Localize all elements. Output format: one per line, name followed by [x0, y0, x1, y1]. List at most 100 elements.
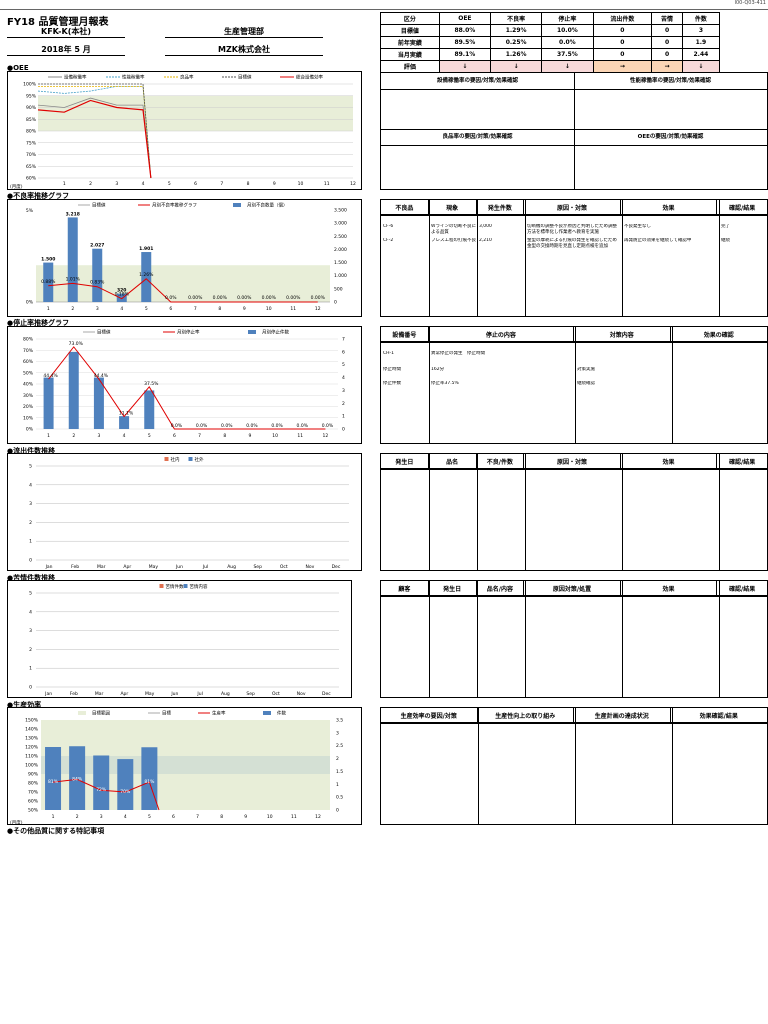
bar: [45, 747, 62, 810]
defect-table: 不良品 現象 発生件数 原因・対策 効果 確認/結果 CF-6 Wラインの切断不…: [380, 199, 768, 317]
kpi-cell: 0.0%: [541, 36, 594, 49]
x-tick-label: Jul: [196, 691, 202, 697]
x-tick-label: 11: [324, 181, 330, 187]
x-tick-label: 2: [72, 433, 75, 439]
y-left-tick: 0%: [26, 300, 34, 306]
x-tick-label: Aug: [227, 564, 236, 570]
y-left-tick: 80%: [23, 337, 34, 343]
x-tick-label: 1: [47, 306, 50, 312]
legend-swatch: [248, 330, 256, 334]
legend-swatch: [78, 711, 86, 715]
kpi-cell: 0: [592, 36, 653, 49]
y-left-tick: 0%: [26, 427, 34, 433]
x-tick-label: 4: [142, 181, 145, 187]
kpi-col: 苦情: [651, 12, 683, 25]
kpi-cell: 0.25%: [489, 36, 543, 49]
target-band: [36, 265, 330, 302]
productivity-table: 生産効率の要因/対策 生産性向上の取り組み 生産計画の達成状況 効果確認/結果: [380, 707, 768, 825]
bar: [69, 746, 86, 810]
x-tick-label: Dec: [332, 564, 341, 570]
line-label: 0.0%: [271, 423, 283, 429]
prod-col: 生産性向上の取り組み: [478, 708, 574, 722]
trend-arrow: ↓: [681, 60, 721, 73]
kpi-row-label: 当月実績: [380, 48, 440, 61]
x-tick-label: 4: [120, 306, 123, 312]
complaint-chart: 5 4 3 2 1 0 Jan Feb Mar Apr May Jun Jul Aug Sep Oct Nov D…: [7, 580, 352, 698]
kpi-cell: 0: [651, 36, 683, 49]
x-tick-label: Aug: [221, 691, 230, 697]
x-tick-label: 5: [145, 306, 148, 312]
stop-row-action: 対策実施: [577, 367, 595, 372]
legend-swatch: [233, 203, 241, 207]
stop-rate-line: [48, 346, 326, 430]
legend-label: 社内: [171, 456, 180, 463]
kpi-col: 区分: [380, 12, 440, 25]
stop-row-equipment: 停止時間: [383, 367, 401, 372]
section-title-productivity: ●生産効率: [7, 701, 42, 709]
stop-row-content: 162分: [431, 367, 445, 372]
bar: [117, 759, 134, 810]
kpi-cell: 1.9: [681, 36, 721, 49]
complaint-col: 確認/結果: [729, 585, 756, 593]
kpi-row-label: 目標値: [380, 24, 440, 37]
bar: [92, 248, 103, 302]
performance-box-label: 性能稼働率の要因/対策/効果確認: [629, 78, 712, 84]
y-tick-label: 0: [29, 558, 32, 564]
productivity-line: [52, 778, 160, 811]
x-tick-label: Apr: [120, 691, 128, 697]
bar-label: 1.500: [41, 257, 55, 263]
legend-label: 性能稼働率: [122, 74, 145, 81]
complaint-col: 品名/内容: [477, 581, 525, 595]
stop-row-content: 異常停止の発生 停止時間: [431, 351, 485, 356]
y-left-tick: 70%: [28, 790, 39, 796]
line-label: 0.0%: [196, 423, 208, 429]
x-tick-label: 10: [272, 433, 278, 439]
oee-box-label: OEEの要因/対策/効果確認: [637, 134, 704, 140]
kpi-row: 前年実績 89.5% 0.25% 0.0% 0 0 1.9: [380, 36, 721, 49]
x-tick-label: Sep: [246, 691, 255, 697]
y-tick-label: 85%: [26, 117, 37, 123]
line-label: 0.0%: [322, 423, 334, 429]
outflow-col: 原因・対策: [524, 454, 621, 468]
legend-label: 目標値: [97, 329, 111, 336]
x-tick-label: 12: [315, 814, 321, 820]
line-label: 0.0%: [221, 423, 233, 429]
y-left-tick: 30%: [23, 393, 34, 399]
complaint-col: 発生日: [429, 581, 477, 595]
x-tick-label: 9: [248, 433, 251, 439]
defect-row-phenomenon: プレス工程の打痕不良: [431, 238, 476, 243]
trend-arrow: ↓: [489, 60, 543, 73]
kpi-row: 当月実績 89.1% 1.26% 37.5% 0 0 2.44: [380, 48, 721, 61]
y-left-tick: 50%: [28, 808, 39, 814]
trend-arrow: ↓: [438, 60, 492, 73]
x-tick-label: 4: [124, 814, 127, 820]
y-right-tick: 5: [342, 362, 345, 368]
y-tick-label: 75%: [26, 140, 37, 146]
line-label: 44.4%: [94, 373, 109, 379]
y-right-tick: 3.000: [334, 221, 347, 227]
y-right-tick: 3.5: [336, 718, 343, 724]
y-tick-label: 2: [29, 647, 32, 653]
kpi-cell: 89.1%: [438, 48, 492, 61]
y-tick-label: 5: [29, 464, 32, 470]
x-tick-label: 5: [148, 814, 151, 820]
legend-label: 生産率: [212, 710, 226, 717]
defect-row-count: 2,210: [479, 238, 492, 243]
y-tick-label: 3: [29, 501, 32, 507]
x-tick-label: 1: [63, 181, 66, 187]
kpi-cell: 0: [592, 24, 653, 37]
y-tick-label: 1: [29, 666, 32, 672]
plant-name: KFK-K(本社): [7, 26, 125, 38]
target-range-band: [41, 756, 330, 774]
stop-row-equipment: CH-1: [383, 351, 395, 356]
x-tick-label: 9: [273, 181, 276, 187]
kpi-cell: 1.26%: [489, 48, 543, 61]
y-tick-label: 90%: [26, 105, 37, 111]
legend-label: 月別不良率推移グラフ: [152, 202, 197, 209]
y-tick-label: 2: [29, 520, 32, 526]
y-right-tick: 3: [336, 730, 339, 736]
stop-row-equipment: 停止件数: [383, 381, 401, 386]
outflow-col: 品名: [429, 454, 477, 468]
y-left-tick: 90%: [28, 772, 39, 778]
defect-row-count: 3,000: [479, 224, 492, 229]
